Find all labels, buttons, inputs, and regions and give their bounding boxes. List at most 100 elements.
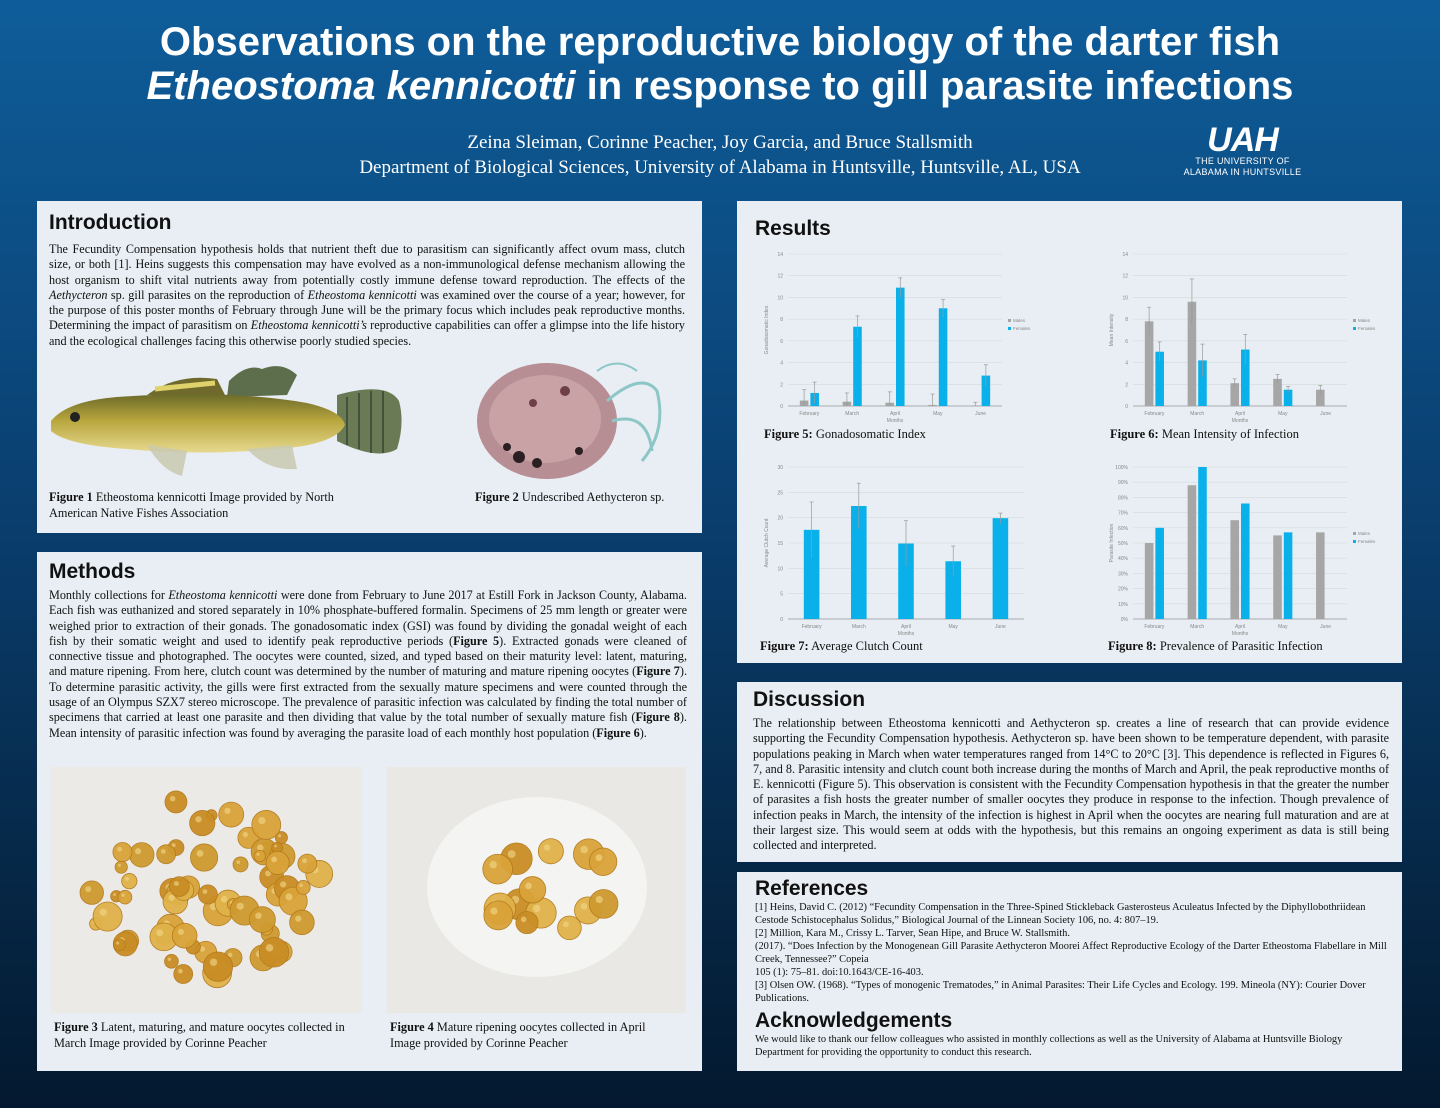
reference-2: [2] Million, Kara M., Crissy L. Tarver, … [755, 928, 1070, 939]
intro-text-4: reproductive capabilities can offer a gl… [49, 318, 686, 348]
oocyte [253, 849, 266, 863]
oocyte [164, 954, 179, 969]
bar-females [981, 375, 991, 406]
figure-8-caption: Figure 8: Prevalence of Parasitic Infect… [1108, 639, 1323, 654]
oocyte-highlight [543, 844, 551, 851]
figure-2-label: Figure 2 [475, 490, 519, 504]
bar-value [992, 518, 1009, 619]
y-tick-label: 25 [777, 490, 783, 496]
figure-7-caption: Figure 7: Average Clutch Count [760, 639, 923, 654]
bar-value [851, 506, 867, 619]
author-block: Zeina Sleiman, Corinne Peacher, Joy Garc… [300, 130, 1140, 180]
legend-entry: Females [1358, 326, 1376, 331]
oocyte-highlight [202, 889, 208, 894]
discussion-heading: Discussion [753, 688, 866, 711]
oocyte-highlight [177, 928, 184, 936]
figure-1-text: Etheostoma kennicotti Image provided by … [49, 490, 334, 520]
poster-title: Observations on the reproductive biology… [0, 20, 1440, 108]
y-tick-label: 10 [1122, 295, 1128, 301]
y-tick-label: 15 [777, 541, 783, 547]
y-tick-label: 0% [1121, 617, 1129, 623]
y-tick-label: 8 [780, 317, 783, 323]
intro-text-3: was examined over the course of a year; … [49, 287, 685, 333]
y-tick-label: 2 [780, 382, 783, 388]
bar-value [945, 561, 961, 619]
oocyte-highlight [224, 807, 231, 814]
y-tick-label: 20% [1118, 587, 1129, 593]
y-tick-label: 100% [1115, 465, 1128, 471]
oocyte [588, 847, 618, 876]
oocyte [297, 853, 318, 874]
title-line-2: Etheostoma kennicotti in response to gil… [0, 64, 1440, 108]
bar-females [853, 326, 862, 406]
x-tick-label: March [1190, 411, 1204, 417]
y-tick-label: 30 [777, 465, 783, 471]
y-tick-label: 20 [777, 516, 783, 522]
figure-3-label: Figure 3 [54, 1020, 98, 1034]
y-tick-label: 5 [780, 592, 783, 598]
figure-8-text: Prevalence of Parasitic Infection [1156, 639, 1323, 653]
uah-logo-line-1: THE UNIVERSITY OF [1195, 156, 1290, 166]
y-tick-label: 50% [1118, 541, 1129, 547]
y-tick-label: 4 [780, 361, 783, 367]
y-tick-label: 0 [780, 617, 783, 623]
uah-logo: UAH THE UNIVERSITY OF ALABAMA IN HUNTSVI… [1175, 123, 1310, 180]
oocyte-highlight [135, 848, 142, 855]
x-tick-label: June [1320, 411, 1331, 417]
oocyte-highlight [595, 854, 603, 862]
oocyte-highlight [242, 831, 248, 838]
oocyte [588, 889, 619, 919]
intro-text-2: sp. gill parasites on the reproduction o… [107, 287, 308, 302]
intro-italic-3: Etheostoma kennicotti’s [250, 318, 367, 333]
aethycteron-parasite-image [477, 362, 662, 479]
figure-6-svg: 0 2 4 6 8 10 12 14 February March April May June Mont… [1109, 252, 1376, 424]
y-tick-label: 6 [1125, 339, 1128, 345]
oocyte [483, 900, 514, 931]
oocyte-highlight [178, 968, 183, 974]
methods-panel: Methods Monthly collections for Etheosto… [37, 552, 702, 1071]
oocyte-highlight [278, 834, 282, 838]
x-tick-label: February [1144, 624, 1165, 630]
y-tick-label: 8 [1125, 317, 1128, 323]
y-tick-label: 10% [1118, 602, 1129, 608]
legend-entry: Males [1358, 318, 1371, 323]
figure-5-caption: Figure 5: Gonadosomatic Index [764, 427, 926, 442]
methods-text-3: ). Extracted gonads were cleaned of conn… [49, 633, 687, 679]
x-tick-label: April [901, 624, 911, 630]
y-tick-label: 0 [1125, 404, 1128, 410]
x-tick-label: April [890, 411, 900, 417]
y-axis-label: Mean Intensity [1109, 313, 1115, 346]
methods-text-1: Monthly collections for [49, 588, 169, 602]
x-tick-label: May [933, 411, 943, 417]
x-tick-label: March [845, 411, 859, 417]
figure-1-caption: Figure 1 Etheostoma kennicotti Image pro… [49, 490, 339, 521]
oocyte-highlight [117, 863, 121, 867]
x-axis-label: Months [1232, 418, 1249, 424]
reference-1: [1] Heins, David C. (2012) “Fecundity Co… [755, 902, 1366, 926]
oocyte-highlight [160, 849, 166, 854]
x-axis-label: Months [1232, 631, 1249, 637]
y-tick-label: 6 [780, 339, 783, 345]
title-species: Etheostoma kennicotti [146, 64, 576, 108]
figure-5-svg: 0 2 4 6 8 10 12 14 February March April May June Mont… [764, 252, 1031, 424]
oocyte-highlight [156, 929, 164, 937]
references-list: [1] Heins, David C. (2012) “Fecundity Co… [755, 901, 1391, 1005]
y-tick-label: 10 [777, 566, 783, 572]
references-heading: References [755, 877, 869, 900]
legend-swatch [1008, 319, 1011, 322]
bar-males [1273, 378, 1282, 406]
acknowledgements-text: We would like to thank our fellow collea… [755, 1034, 1343, 1058]
bar-males [1187, 301, 1197, 406]
oocyte [121, 873, 138, 890]
bar-males [1144, 543, 1154, 619]
oocyte [202, 951, 234, 982]
intro-italic-1: Aethycteron [49, 287, 108, 302]
results-heading: Results [755, 217, 831, 240]
oocyte-highlight [85, 886, 92, 893]
x-axis-label: Months [887, 418, 904, 424]
bar-females [938, 308, 948, 406]
y-tick-label: 0 [780, 404, 783, 410]
methods-ref-fig7: Figure 7 [636, 664, 680, 679]
authors: Zeina Sleiman, Corinne Peacher, Joy Garc… [467, 132, 973, 153]
oocyte [112, 842, 133, 863]
